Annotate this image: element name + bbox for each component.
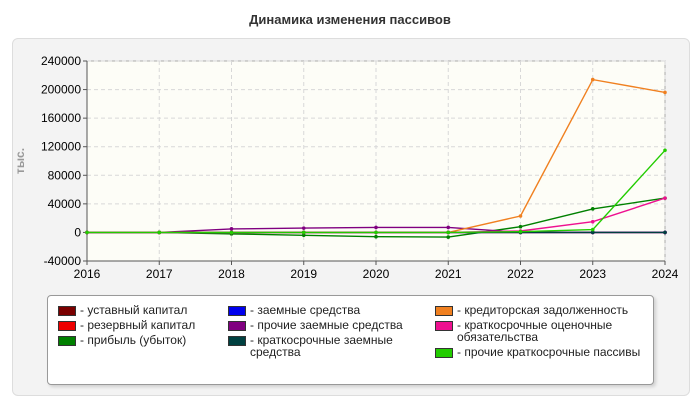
legend-label: - прочие краткосрочные пассивы (457, 345, 641, 359)
y-tick-label: 200000 (41, 83, 81, 97)
y-tick-label: 120000 (41, 140, 81, 154)
legend-label: - резервный капитал (80, 318, 196, 332)
x-tick-label: 2017 (146, 267, 173, 281)
legend-item: - прочие краткосрочные пассивы (433, 346, 648, 358)
legend-item: - прочие заемные средства (226, 319, 426, 331)
y-tick-label: 80000 (48, 168, 82, 182)
legend-item: - резервный капитал (56, 319, 226, 331)
chart-legend: - уставный капитал - резервный капитал - п… (47, 295, 654, 385)
legend-label: - уставный капитал (80, 303, 188, 317)
data-point (446, 225, 451, 230)
data-point (229, 230, 234, 235)
chart-plot: -40000 0 40000 80000 120000 160000 200000 24000… (13, 54, 679, 281)
data-point (590, 230, 595, 235)
data-point (590, 77, 595, 82)
data-point (374, 230, 378, 235)
data-point (374, 225, 378, 230)
legend-item: - кредиторская задолженность (433, 304, 648, 316)
y-tick-label: -40000 (44, 254, 82, 268)
legend-label: - прочие заемные средства (250, 318, 403, 332)
data-point (663, 230, 667, 235)
legend-label: - краткосрочные заемные средства (250, 333, 393, 359)
data-point (301, 233, 306, 238)
x-tick-label: 2020 (363, 267, 390, 281)
legend-swatch (228, 336, 246, 346)
x-tick-label: 2022 (507, 267, 534, 281)
legend-swatch (228, 306, 246, 316)
data-point (518, 224, 523, 229)
legend-item: - заемные средства (226, 304, 426, 316)
y-tick-label: 240000 (41, 54, 81, 68)
legend-swatch (435, 321, 453, 331)
legend-label: - краткосрочные оценочные обязательства (457, 318, 613, 344)
legend-swatch (228, 321, 246, 331)
data-point (590, 219, 595, 224)
data-point (518, 229, 523, 234)
x-tick-label: 2021 (435, 267, 462, 281)
data-point (301, 226, 306, 230)
legend-label: - прибыль (убыток) (80, 333, 187, 347)
legend-swatch (435, 306, 453, 316)
legend-item: - уставный капитал (56, 304, 226, 316)
data-point (446, 235, 451, 239)
data-point (374, 234, 378, 239)
y-tick-label: 40000 (48, 197, 82, 211)
legend-label: - кредиторская задолженность (457, 303, 629, 317)
x-tick-label: 2024 (652, 267, 679, 281)
data-point (663, 148, 667, 153)
data-point (301, 230, 306, 235)
legend-item: - краткосрочные оценочные обязательства (433, 319, 648, 343)
legend-swatch (58, 336, 76, 346)
data-point (590, 227, 595, 232)
x-tick-label: 2019 (290, 267, 317, 281)
x-tick-label: 2018 (218, 267, 245, 281)
data-point (85, 230, 89, 235)
data-point (663, 90, 667, 95)
data-point (229, 227, 234, 231)
x-tick-label: 2016 (74, 267, 101, 281)
y-tick-label: 160000 (41, 111, 81, 125)
data-point (663, 196, 667, 200)
legend-label: - заемные средства (250, 303, 361, 317)
data-point (518, 214, 523, 218)
data-point (157, 230, 162, 235)
x-tick-label: 2023 (579, 267, 606, 281)
legend-item: - прибыль (убыток) (56, 334, 226, 346)
data-point (590, 207, 595, 211)
chart-title: Динамика изменения пассивов (249, 12, 451, 27)
legend-item: - краткосрочные заемные средства (226, 334, 426, 358)
y-axis-label: тыс. (13, 148, 27, 174)
legend-swatch (435, 348, 453, 358)
legend-swatch (58, 321, 76, 331)
data-point (446, 230, 451, 235)
legend-swatch (58, 306, 76, 316)
y-tick-label: 0 (74, 225, 81, 239)
